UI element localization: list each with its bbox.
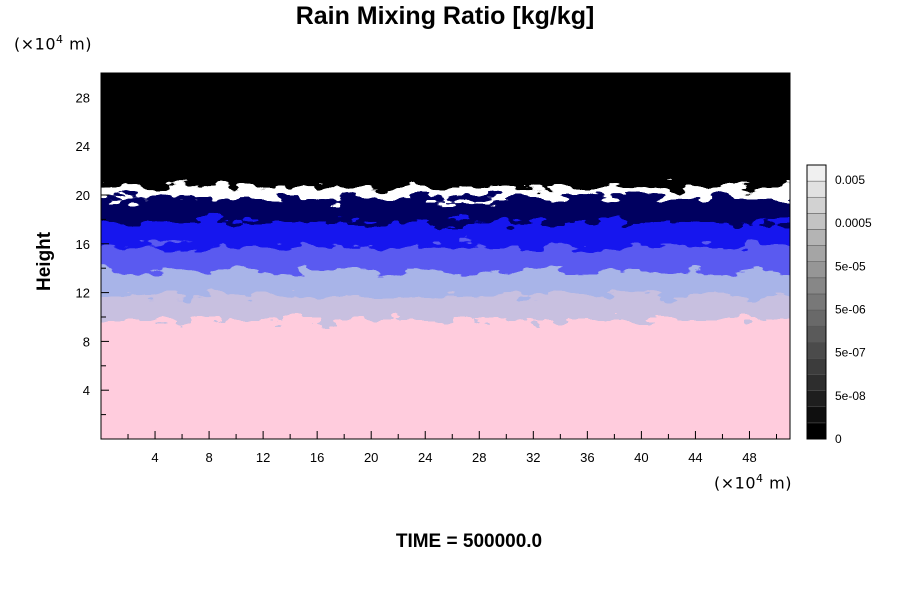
x-tick-label: 40 bbox=[634, 450, 648, 465]
time-label: TIME = 500000.0 bbox=[395, 531, 543, 552]
colorbar-swatch bbox=[806, 196, 827, 214]
x-unit-suffix: m) bbox=[763, 473, 792, 493]
y-axis-unit: (×104 m) bbox=[14, 33, 92, 53]
y-unit-exponent: 4 bbox=[56, 33, 64, 46]
colorbar: 0.005 0.0005 5e-05 5e-06 5e-07 5e-08 0 bbox=[806, 164, 872, 446]
colorbar-swatch bbox=[806, 277, 827, 295]
heatmap-layer bbox=[101, 314, 790, 439]
colorbar-swatch bbox=[806, 342, 827, 359]
colorbar-label: 0.0005 bbox=[835, 216, 872, 230]
x-tick-label: 16 bbox=[310, 450, 324, 465]
plot-frame bbox=[100, 72, 791, 440]
y-unit-suffix: m) bbox=[63, 34, 92, 54]
y-tick-label: 4 bbox=[83, 383, 90, 398]
x-tick-label: 20 bbox=[364, 450, 378, 465]
y-unit-prefix: (×10 bbox=[14, 34, 57, 54]
y-tick-label: 20 bbox=[76, 188, 90, 203]
heatmap-layer bbox=[101, 198, 790, 223]
y-tick-label: 16 bbox=[76, 237, 90, 252]
colorbar-swatch bbox=[806, 309, 827, 327]
y-tick-label: 24 bbox=[76, 139, 90, 154]
colorbar-swatch bbox=[806, 422, 827, 440]
x-tick-label: 44 bbox=[688, 450, 702, 465]
colorbar-swatch bbox=[806, 261, 827, 279]
colorbar-label: 0 bbox=[835, 432, 842, 446]
colorbar-label: 5e-07 bbox=[835, 346, 866, 360]
x-tick-label: 24 bbox=[418, 450, 432, 465]
chart-title: Rain Mixing Ratio [kg/kg] bbox=[295, 2, 595, 30]
x-tick-label: 4 bbox=[151, 450, 158, 465]
colorbar-swatch bbox=[806, 180, 827, 198]
colorbar-swatch bbox=[806, 229, 827, 246]
x-tick-label: 12 bbox=[256, 450, 270, 465]
colorbar-swatch bbox=[806, 164, 827, 182]
x-unit-exponent: 4 bbox=[756, 472, 764, 485]
x-axis: 4 8 12 16 20 24 28 32 36 40 44 48 bbox=[127, 431, 777, 465]
x-tick-label: 28 bbox=[472, 450, 486, 465]
colorbar-swatch bbox=[806, 358, 827, 375]
colorbar-swatch bbox=[806, 390, 827, 408]
heatmap-layer bbox=[101, 73, 790, 188]
colorbar-swatch bbox=[806, 374, 827, 391]
x-tick-label: 36 bbox=[580, 450, 594, 465]
colorbar-label: 0.005 bbox=[835, 173, 865, 187]
y-axis: 4 8 12 16 20 24 28 bbox=[76, 72, 109, 416]
x-tick-label: 48 bbox=[742, 450, 756, 465]
colorbar-label: 5e-06 bbox=[835, 303, 866, 317]
colorbar-swatch bbox=[806, 213, 827, 230]
x-tick-label: 32 bbox=[526, 450, 540, 465]
y-tick-label: 28 bbox=[76, 90, 90, 105]
heatmap-field bbox=[101, 73, 790, 439]
colorbar-swatch bbox=[806, 293, 827, 311]
colorbar-swatch bbox=[806, 325, 827, 343]
y-tick-label: 8 bbox=[83, 334, 90, 349]
colorbar-label: 5e-05 bbox=[835, 259, 866, 273]
colorbar-swatch bbox=[806, 245, 827, 262]
y-tick-label: 12 bbox=[76, 286, 90, 301]
colorbar-swatch bbox=[806, 406, 827, 424]
x-tick-label: 8 bbox=[205, 450, 212, 465]
colorbar-label: 5e-08 bbox=[835, 389, 866, 403]
x-unit-prefix: (×10 bbox=[714, 473, 757, 493]
colorbar-frame bbox=[806, 164, 827, 440]
x-axis-unit: (×104 m) bbox=[714, 472, 792, 492]
